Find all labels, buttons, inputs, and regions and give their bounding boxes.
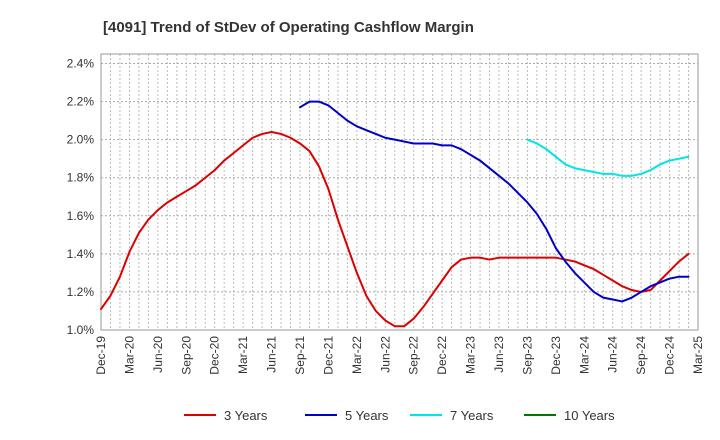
x-tick-label: Jun-20 — [151, 336, 165, 373]
series-line-3-years — [100, 131, 690, 328]
legend: 3 Years 5 Years 7 Years 10 Years — [184, 408, 615, 423]
x-tick-label: Dec-22 — [435, 336, 449, 375]
legend-label: 7 Years — [450, 408, 494, 423]
y-tick-label: 2.4% — [67, 57, 95, 71]
series-line-7-years — [526, 138, 690, 177]
plot-frame — [100, 53, 699, 331]
x-tick-label: Sep-24 — [634, 336, 648, 375]
x-tick-label: Dec-20 — [208, 336, 222, 375]
x-tick-label: Mar-20 — [122, 336, 136, 374]
x-tick-label: Mar-22 — [350, 336, 364, 374]
y-tick-label: 1.2% — [67, 285, 95, 299]
grid — [101, 54, 698, 331]
x-tick-label: Sep-22 — [407, 336, 421, 375]
x-tick-label: Mar-25 — [691, 336, 705, 374]
y-tick-label: 2.2% — [67, 95, 95, 109]
x-tick-label: Sep-20 — [179, 336, 193, 375]
x-tick-label: Jun-24 — [606, 336, 620, 373]
x-tick-label: Sep-23 — [520, 336, 534, 375]
x-tick-label: Mar-23 — [464, 336, 478, 374]
x-tick-label: Jun-21 — [265, 336, 279, 373]
x-axis: Dec-19 Mar-20 Jun-20 Sep-20 Dec-20 Mar-21 Jun-… — [94, 336, 705, 375]
legend-label: 3 Years — [224, 408, 268, 423]
x-tick-label: Mar-24 — [577, 336, 591, 374]
x-tick-label: Jun-22 — [378, 336, 392, 373]
legend-label: 10 Years — [564, 408, 615, 423]
x-tick-label: Jun-23 — [492, 336, 506, 373]
y-tick-label: 1.4% — [67, 247, 95, 261]
y-tick-label: 1.0% — [67, 323, 95, 337]
chart-title: [4091] Trend of StDev of Operating Cashf… — [103, 19, 474, 36]
legend-label: 5 Years — [345, 408, 389, 423]
x-tick-label: Dec-24 — [663, 336, 677, 375]
x-tick-label: Dec-19 — [94, 336, 108, 375]
y-tick-label: 1.8% — [67, 171, 95, 185]
y-tick-label: 2.0% — [67, 133, 95, 147]
x-tick-label: Dec-23 — [549, 336, 563, 375]
x-tick-label: Dec-21 — [321, 336, 335, 375]
series-layer — [100, 100, 690, 328]
series-line-5-years — [299, 100, 690, 303]
y-axis: 1.0% 1.2% 1.4% 1.6% 1.8% 2.0% 2.2% 2.4% — [67, 57, 95, 337]
x-tick-label: Sep-21 — [293, 336, 307, 375]
x-tick-label: Mar-21 — [236, 336, 250, 374]
y-tick-label: 1.6% — [67, 209, 95, 223]
